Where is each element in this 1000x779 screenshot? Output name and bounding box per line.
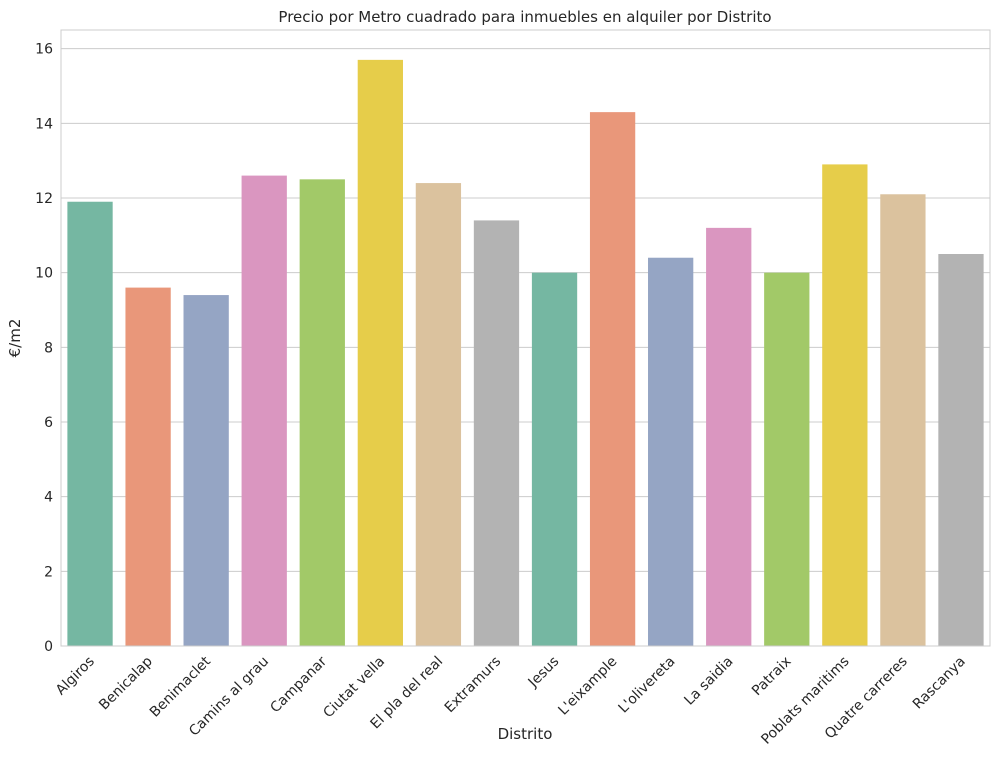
bars: [67, 59, 984, 647]
x-tick-label: Campanar: [267, 653, 330, 716]
bar-extramurs: [473, 220, 520, 646]
y-axis-label: €/m2: [6, 319, 24, 358]
x-axis-label: Distrito: [498, 725, 553, 743]
x-tick-label: Jesus: [525, 654, 563, 692]
bar-jesus: [531, 272, 578, 646]
bar-rascanya: [938, 254, 984, 646]
y-tick-label: 0: [44, 639, 53, 655]
y-tick-label: 10: [35, 266, 53, 282]
bar-patraix: [764, 272, 810, 646]
x-tick-label: L'olivereta: [616, 654, 679, 717]
x-tick-label: Algiros: [53, 654, 98, 699]
x-tick-label: Patraix: [749, 654, 795, 700]
y-tick-label: 4: [44, 490, 53, 506]
y-tick-label: 12: [35, 191, 53, 207]
bar-algiros: [67, 201, 113, 646]
bar-el-pla-del-real: [415, 183, 462, 647]
bar-l-olivereta: [648, 257, 694, 646]
bar-benicalap: [125, 287, 171, 646]
chart-title: Precio por Metro cuadrado para inmuebles…: [278, 8, 771, 26]
plot-frame: [60, 29, 991, 647]
bar-la-saidia: [706, 227, 752, 646]
bar-l-eixample: [589, 112, 636, 647]
y-tick-label: 16: [35, 42, 53, 58]
x-tick-label: Rascanya: [910, 654, 969, 713]
bar-camins-al-grau: [241, 175, 287, 646]
x-tick-label: La saidia: [681, 654, 736, 709]
bar-poblats-maritims: [822, 164, 868, 646]
y-tick-label: 2: [44, 564, 53, 580]
x-tick-label: Benicalap: [96, 653, 156, 713]
x-tick-label: L'eixample: [555, 654, 620, 719]
bar-benimaclet: [183, 295, 229, 646]
bar-campanar: [299, 179, 345, 647]
y-tick-label: 14: [35, 116, 53, 132]
y-tick-label: 6: [44, 415, 53, 431]
y-axis-ticks: 0 2 4 6 8 10 12 14 16: [35, 42, 53, 655]
x-tick-label: Extramurs: [442, 654, 505, 717]
bar-quatre-carreres: [880, 194, 926, 646]
y-tick-label: 8: [44, 340, 53, 356]
bar-ciutat-vella: [357, 59, 403, 647]
